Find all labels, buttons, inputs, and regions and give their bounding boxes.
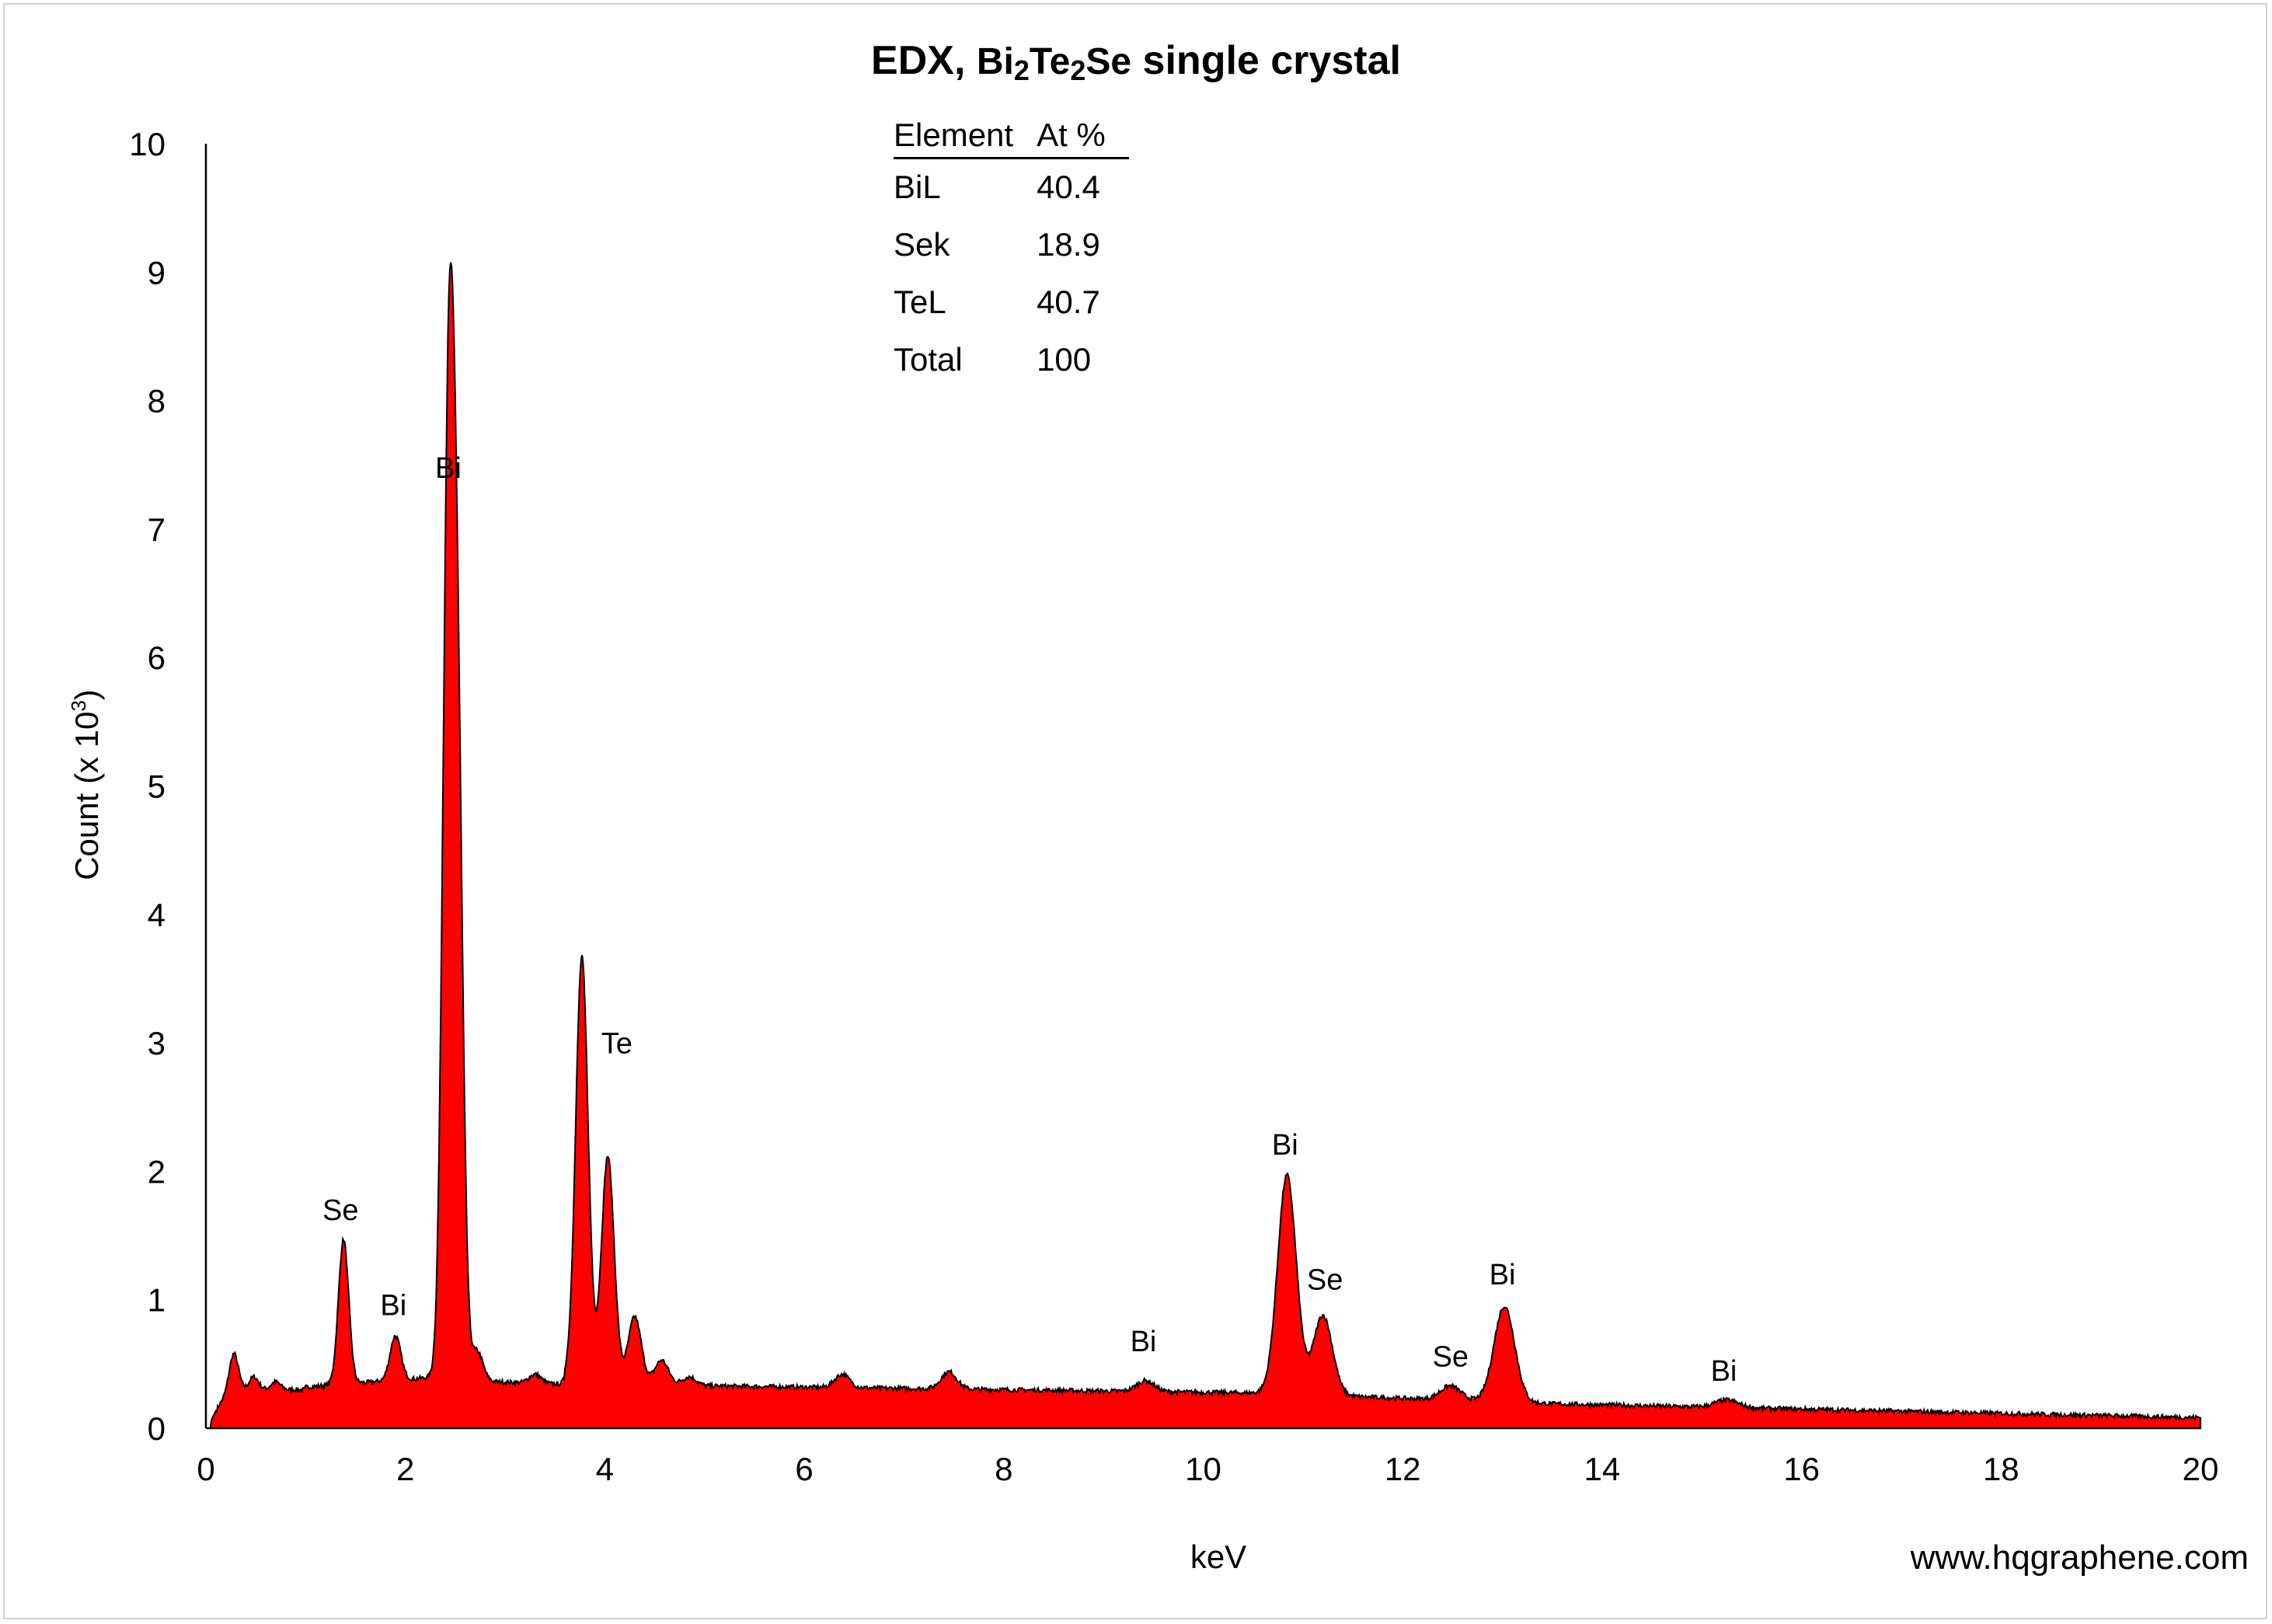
peak-label: Se (1433, 1341, 1469, 1374)
x-tick-label: 6 (795, 1451, 813, 1487)
y-tick-label: 7 (148, 511, 166, 548)
element-cell: BiL (894, 169, 941, 205)
y-tick-label: 3 (148, 1025, 166, 1061)
composition-table: Element At % BiL 40.4 Sek 18.9 TeL 40.7 … (894, 117, 1129, 389)
table-row: Sek 18.9 (894, 217, 1129, 274)
y-tick-label: 5 (148, 768, 166, 805)
element-cell: Sek (894, 226, 950, 263)
y-tick-label: 6 (148, 639, 166, 676)
x-tick-label: 4 (596, 1451, 614, 1487)
table-row: Total 100 (894, 332, 1129, 389)
chart-frame (3, 3, 2267, 1619)
x-tick-label: 10 (1185, 1451, 1221, 1487)
x-axis-label: keV (1190, 1539, 1247, 1575)
x-tick-label: 14 (1584, 1451, 1621, 1487)
peak-label: Bi (1131, 1326, 1157, 1358)
table-row: TeL 40.7 (894, 274, 1129, 332)
chart-title: EDX, Bi2Te2Se single crystal (871, 38, 1401, 86)
x-tick-label: 8 (995, 1451, 1012, 1487)
table-row: BiL 40.4 (894, 159, 1129, 218)
peak-label: Bi (380, 1290, 406, 1323)
element-cell: Total (894, 341, 963, 378)
peak-label: Se (1307, 1263, 1343, 1296)
peak-label: Bi (1272, 1129, 1298, 1162)
at-percent-cell: 18.9 (1037, 226, 1100, 263)
y-tick-label: 2 (148, 1153, 166, 1190)
x-tick-label: 20 (2183, 1451, 2219, 1487)
y-tick-label: 4 (148, 897, 166, 933)
spectrum-area (206, 262, 2201, 1429)
peak-label: Bi (1711, 1355, 1737, 1388)
peak-label: Bi (1490, 1259, 1516, 1291)
header-at-percent: At % (1037, 117, 1129, 159)
y-tick-label: 1 (148, 1282, 166, 1319)
y-tick-label: 0 (148, 1410, 166, 1447)
y-tick-label: 10 (129, 126, 166, 162)
at-percent-cell: 100 (1037, 341, 1092, 378)
peak-label: Se (322, 1194, 358, 1227)
x-tick-label: 18 (1983, 1451, 2019, 1487)
peak-label: Bi (435, 452, 462, 485)
y-axis-label: Count (x 103) (67, 689, 105, 880)
header-element: Element (894, 117, 1037, 159)
x-tick-label: 16 (1783, 1451, 1820, 1487)
y-tick-label: 8 (148, 383, 166, 420)
x-tick-label: 0 (197, 1451, 214, 1487)
at-percent-cell: 40.7 (1037, 284, 1100, 320)
x-tick-label: 12 (1385, 1451, 1421, 1487)
at-percent-cell: 40.4 (1037, 169, 1100, 205)
website-watermark: www.hqgraphene.com (1910, 1539, 2249, 1577)
x-tick-label: 2 (396, 1451, 414, 1487)
table-header-row: Element At % (894, 117, 1129, 159)
y-tick-label: 9 (148, 254, 166, 291)
peak-label: Te (601, 1027, 632, 1060)
element-cell: TeL (894, 284, 946, 320)
